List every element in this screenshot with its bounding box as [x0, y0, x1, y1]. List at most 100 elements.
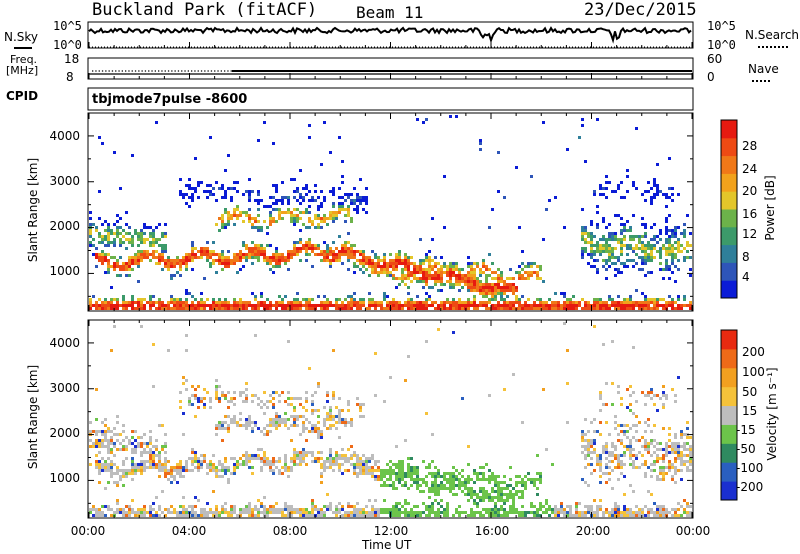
velocity-cell — [599, 463, 602, 466]
velocity-cell — [668, 466, 671, 469]
velocity-cell — [161, 511, 164, 514]
power-cell — [617, 304, 620, 307]
power-cell — [125, 238, 128, 241]
power-cell — [224, 211, 227, 214]
power-cell — [386, 274, 389, 277]
velocity-cell — [365, 505, 368, 508]
velocity-cbar-tick-neg15: -15 — [736, 423, 756, 437]
power-cell — [677, 250, 680, 253]
velocity-cell — [467, 499, 470, 502]
velocity-cell — [317, 415, 320, 418]
velocity-cell — [371, 505, 374, 508]
velocity-cell — [320, 463, 323, 466]
power-cell — [617, 259, 620, 262]
power-cell — [299, 301, 302, 304]
velocity-cell — [269, 460, 272, 463]
power-cell — [443, 304, 446, 307]
power-cell — [461, 274, 464, 277]
power-cell — [590, 235, 593, 238]
power-cell — [491, 295, 494, 298]
velocity-cell — [473, 493, 476, 496]
velocity-cell — [428, 511, 431, 514]
velocity-cell — [401, 469, 404, 472]
power-cell — [149, 241, 152, 244]
power-cell — [179, 301, 182, 304]
velocity-cell — [458, 505, 461, 508]
velocity-cell — [290, 511, 293, 514]
velocity-cell — [617, 439, 620, 442]
velocity-cell — [629, 427, 632, 430]
power-cell — [404, 304, 407, 307]
power-cell — [161, 268, 164, 271]
velocity-cell — [263, 508, 266, 511]
velocity-cell — [134, 430, 137, 433]
velocity-cell — [416, 472, 419, 475]
velocity-cell — [266, 406, 269, 409]
velocity-cell — [353, 511, 356, 514]
power-cell — [386, 295, 389, 298]
power-cell — [260, 295, 263, 298]
power-cell — [605, 268, 608, 271]
power-cell — [524, 277, 527, 280]
power-cell — [359, 307, 362, 310]
velocity-cell — [497, 484, 500, 487]
power-cell — [224, 208, 227, 211]
velocity-cell — [224, 466, 227, 469]
power-cell — [206, 241, 209, 244]
velocity-cell — [233, 397, 236, 400]
power-cell — [290, 304, 293, 307]
velocity-cell — [590, 508, 593, 511]
power-cell — [137, 250, 140, 253]
velocity-cell — [419, 478, 422, 481]
power-cell — [329, 247, 332, 250]
velocity-cell — [197, 385, 200, 388]
power-cell — [98, 241, 101, 244]
velocity-cell — [494, 514, 497, 517]
velocity-cell — [524, 475, 527, 478]
power-cell — [227, 214, 230, 217]
power-cell — [254, 256, 257, 259]
power-cell — [434, 256, 437, 259]
velocity-cell — [122, 469, 125, 472]
velocity-cell — [482, 490, 485, 493]
power-cell — [323, 121, 326, 124]
velocity-cell — [302, 514, 305, 517]
velocity-cell — [233, 472, 236, 475]
velocity-cell — [470, 514, 473, 517]
velocity-cell — [503, 493, 506, 496]
velocity-cell — [473, 502, 476, 505]
power-cell — [341, 196, 344, 199]
velocity-cell — [617, 505, 620, 508]
velocity-cell — [512, 496, 515, 499]
velocity-cell — [581, 514, 584, 517]
freq-label: Freq. — [10, 53, 38, 66]
velocity-cell — [632, 391, 635, 394]
power-cell — [536, 274, 539, 277]
power-cell — [404, 259, 407, 262]
power-cell — [122, 241, 125, 244]
power-cell — [662, 307, 665, 310]
power-cell — [269, 307, 272, 310]
power-cell — [425, 280, 428, 283]
velocity-cell — [314, 460, 317, 463]
velocity-cell — [269, 424, 272, 427]
power-cell — [314, 226, 317, 229]
power-cell — [197, 196, 200, 199]
velocity-cell — [539, 508, 542, 511]
velocity-cell — [185, 388, 188, 391]
power-cell — [596, 268, 599, 271]
power-cell — [248, 301, 251, 304]
velocity-cell — [110, 460, 113, 463]
power-cell — [176, 262, 179, 265]
velocity-cell — [350, 511, 353, 514]
velocity-cell — [233, 457, 236, 460]
velocity-cell — [431, 460, 434, 463]
velocity-cell — [212, 469, 215, 472]
power-cell — [632, 235, 635, 238]
velocity-cell — [599, 421, 602, 424]
velocity-cell — [398, 502, 401, 505]
power-cell — [497, 304, 500, 307]
power-cell — [260, 304, 263, 307]
velocity-cell — [332, 511, 335, 514]
power-cell — [341, 301, 344, 304]
